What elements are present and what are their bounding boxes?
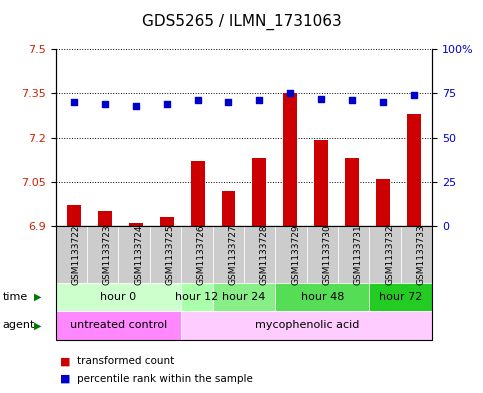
Bar: [345, 158, 359, 226]
Point: [286, 90, 294, 96]
Text: untreated control: untreated control: [70, 320, 167, 331]
Bar: [407, 114, 421, 226]
Point: [348, 97, 356, 103]
Text: mycophenolic acid: mycophenolic acid: [255, 320, 359, 331]
Text: hour 72: hour 72: [379, 292, 423, 302]
Point: [379, 99, 387, 105]
Text: percentile rank within the sample: percentile rank within the sample: [77, 374, 253, 384]
Point: [256, 97, 263, 103]
Text: ▶: ▶: [34, 292, 42, 302]
Point: [132, 103, 140, 109]
Text: agent: agent: [2, 320, 35, 331]
Point: [317, 95, 325, 102]
Bar: [376, 179, 390, 226]
Text: GSM1133723: GSM1133723: [103, 224, 112, 285]
Text: ■: ■: [60, 356, 71, 366]
Point: [163, 101, 170, 107]
Point: [101, 101, 109, 107]
Text: hour 12: hour 12: [175, 292, 218, 302]
Text: GSM1133726: GSM1133726: [197, 224, 206, 285]
Text: GSM1133730: GSM1133730: [323, 224, 331, 285]
Text: time: time: [2, 292, 28, 302]
Bar: [314, 140, 328, 226]
Text: transformed count: transformed count: [77, 356, 174, 366]
Text: GSM1133725: GSM1133725: [165, 224, 174, 285]
Text: GSM1133733: GSM1133733: [417, 224, 426, 285]
Text: hour 48: hour 48: [301, 292, 344, 302]
Bar: [160, 217, 174, 226]
Point: [225, 99, 232, 105]
Point: [410, 92, 418, 98]
Point: [70, 99, 78, 105]
Bar: [222, 191, 235, 226]
Text: GSM1133727: GSM1133727: [228, 224, 237, 285]
Bar: [98, 211, 112, 226]
Text: GSM1133732: GSM1133732: [385, 224, 394, 285]
Text: hour 0: hour 0: [100, 292, 136, 302]
Text: GSM1133722: GSM1133722: [71, 224, 80, 285]
Bar: [191, 161, 204, 226]
Point: [194, 97, 201, 103]
Bar: [253, 158, 266, 226]
Text: hour 24: hour 24: [222, 292, 266, 302]
Text: GSM1133731: GSM1133731: [354, 224, 363, 285]
Bar: [284, 94, 297, 226]
Text: GSM1133728: GSM1133728: [260, 224, 269, 285]
Text: GSM1133724: GSM1133724: [134, 224, 143, 285]
Bar: [67, 206, 81, 226]
Text: GDS5265 / ILMN_1731063: GDS5265 / ILMN_1731063: [142, 13, 341, 30]
Text: ▶: ▶: [34, 320, 42, 331]
Bar: [129, 223, 143, 226]
Text: GSM1133729: GSM1133729: [291, 224, 300, 285]
Text: ■: ■: [60, 374, 71, 384]
